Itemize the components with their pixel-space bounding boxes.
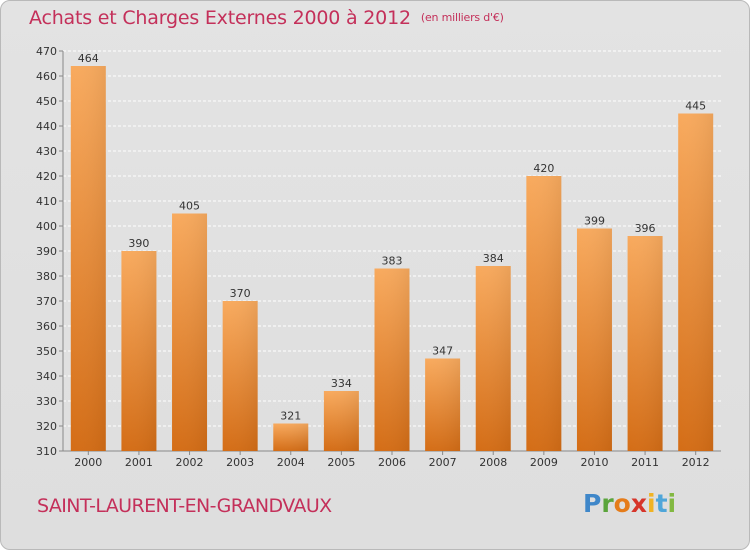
logo-letter: t [655, 489, 668, 518]
x-tick-label: 2012 [682, 456, 710, 469]
x-tick-label: 2000 [74, 456, 102, 469]
bar-shade [172, 213, 208, 451]
bar-shade [526, 176, 562, 451]
chart-unit: (en milliers d'€) [420, 11, 504, 24]
y-tick-label: 380 [36, 270, 57, 283]
y-tick-label: 390 [36, 245, 57, 258]
x-tick-label: 2010 [580, 456, 608, 469]
bar-value-label: 445 [685, 100, 706, 113]
bar-shade [323, 391, 359, 451]
x-tick-label: 2001 [125, 456, 153, 469]
bar-value-label: 347 [432, 345, 453, 358]
x-tick-label: 2006 [378, 456, 406, 469]
logo-letter: r [601, 489, 614, 518]
label-layer: 464 390 405 370 321 334 383 347 384 420 399 396 445 [78, 52, 706, 423]
y-tick-label: 340 [36, 370, 57, 383]
logo-letter: i [647, 489, 656, 518]
y-tick-label: 470 [36, 45, 57, 58]
bar-value-label: 384 [483, 252, 504, 265]
bar-value-label: 399 [584, 215, 605, 228]
x-tick-label: 2009 [530, 456, 558, 469]
bar-shade [222, 301, 258, 451]
x-tick-label: 2005 [327, 456, 355, 469]
bar-value-label: 396 [635, 222, 656, 235]
bar-shade [374, 268, 410, 451]
proxiti-logo[interactable]: Proxiti [583, 489, 676, 518]
y-tick-label: 360 [36, 320, 57, 333]
x-tick-label: 2011 [631, 456, 659, 469]
commune-name: SAINT-LAURENT-EN-GRANDVAUX [37, 495, 332, 517]
y-tick-label: 410 [36, 195, 57, 208]
bar-shade [576, 228, 612, 451]
logo-letter: P [583, 489, 602, 518]
y-tick-label: 370 [36, 295, 57, 308]
bar-shade [425, 358, 461, 451]
chart-title: Achats et Charges Externes 2000 à 2012 (e… [29, 7, 504, 29]
y-tick-label: 320 [36, 420, 57, 433]
logo-letter: o [613, 489, 631, 518]
y-tick-label: 310 [36, 445, 57, 458]
y-tick-label: 420 [36, 170, 57, 183]
bar-value-label: 464 [78, 52, 99, 65]
bar-shade [121, 251, 157, 451]
bar-value-label: 370 [230, 287, 251, 300]
bar-shade [627, 236, 663, 451]
x-tick-label: 2007 [429, 456, 457, 469]
y-tick-label: 430 [36, 145, 57, 158]
bar-shade [273, 423, 309, 451]
logo-letter: x [630, 489, 647, 518]
x-tick-label: 2002 [176, 456, 204, 469]
y-tick-label: 330 [36, 395, 57, 408]
chart-title-text: Achats et Charges Externes 2000 à 2012 [29, 7, 411, 29]
x-tick-label: 2008 [479, 456, 507, 469]
bar-shade [475, 266, 511, 451]
x-tick-label: 2004 [277, 456, 305, 469]
y-tick-label: 460 [36, 70, 57, 83]
x-tick-label: 2003 [226, 456, 254, 469]
y-tick-label: 400 [36, 220, 57, 233]
y-tick-label: 350 [36, 345, 57, 358]
y-tick-label: 440 [36, 120, 57, 133]
bar-value-label: 321 [280, 410, 301, 423]
y-tick-label: 450 [36, 95, 57, 108]
bar-value-label: 420 [533, 162, 554, 175]
bar-value-label: 334 [331, 377, 352, 390]
bar-layer [70, 66, 714, 451]
bar-value-label: 383 [382, 255, 403, 268]
bar-shade [70, 66, 106, 451]
logo-letter: i [667, 489, 677, 518]
bar-shade [678, 113, 714, 451]
bar-value-label: 390 [128, 237, 149, 250]
bar-value-label: 405 [179, 200, 200, 213]
